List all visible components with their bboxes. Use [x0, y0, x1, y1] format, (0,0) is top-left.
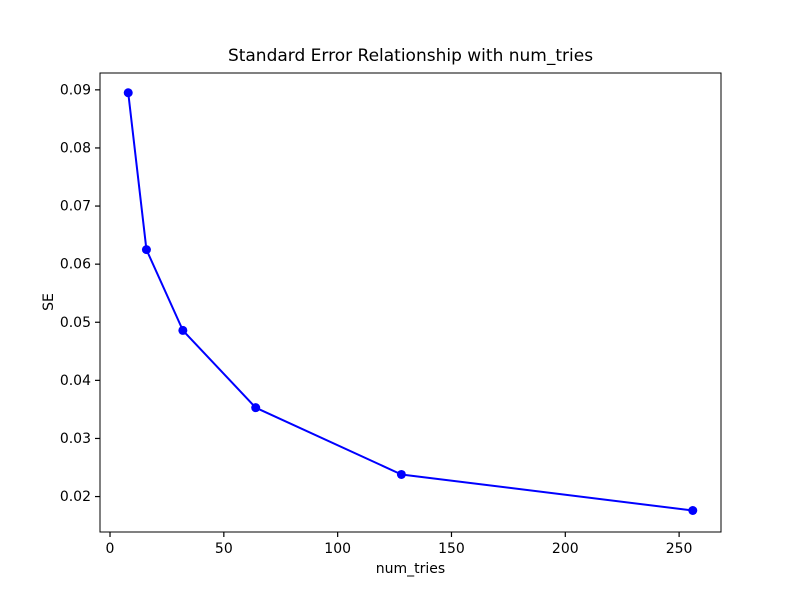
chart-title: Standard Error Relationship with num_tri…	[227, 46, 594, 66]
y-tick-label: 0.07	[60, 199, 91, 215]
y-tick-label: 0.08	[60, 140, 91, 156]
data-point-marker	[123, 88, 133, 98]
y-tick-label: 0.05	[60, 315, 91, 331]
axes-frame	[99, 72, 722, 533]
data-point-marker	[178, 325, 188, 335]
y-tick-label: 0.04	[60, 373, 91, 389]
x-tick-label: 0	[106, 541, 115, 557]
data-point-marker	[688, 506, 698, 516]
x-tick-label: 250	[666, 541, 693, 557]
se-line-series	[127, 91, 694, 512]
x-tick-label: 50	[215, 541, 233, 557]
y-tick-label: 0.03	[60, 431, 91, 447]
y-tick-label: 0.02	[60, 489, 91, 505]
data-point-marker	[141, 245, 151, 255]
y-tick-label: 0.09	[60, 82, 91, 98]
x-axis-label: num_tries	[375, 561, 446, 577]
x-tick-label: 150	[438, 541, 465, 557]
y-tick-label: 0.06	[60, 257, 91, 273]
data-point-marker	[251, 403, 261, 413]
x-tick-label: 200	[552, 541, 579, 557]
x-tick-label: 100	[324, 541, 351, 557]
data-point-marker	[396, 469, 406, 479]
